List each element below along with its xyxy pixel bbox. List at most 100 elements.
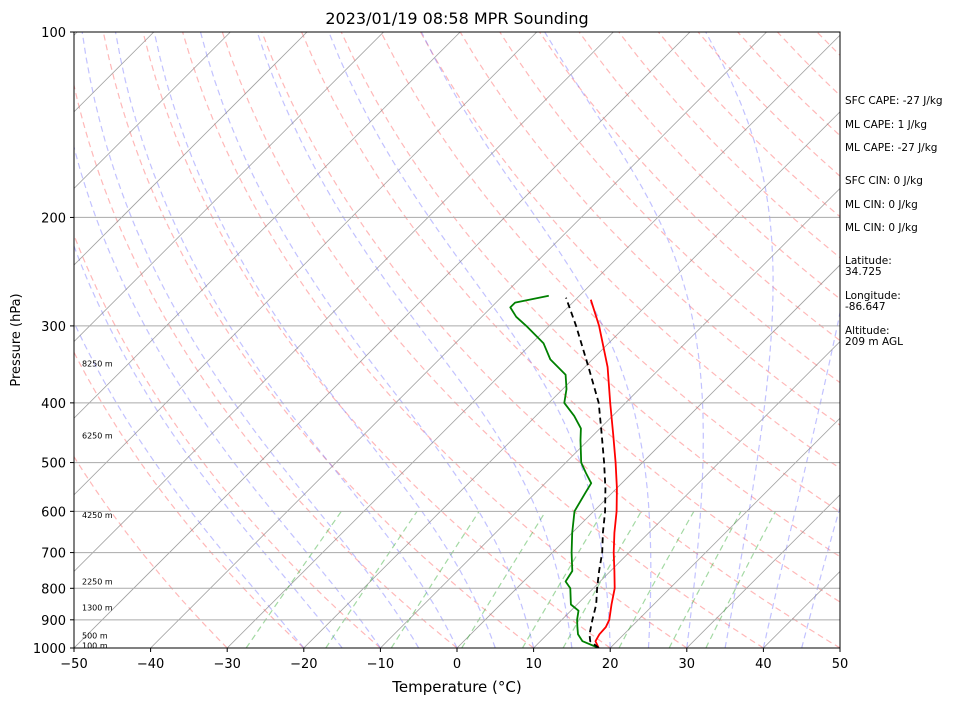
dry-adiabat-line: [74, 233, 381, 648]
height-label: 8250 m: [82, 359, 113, 368]
y-tick-label: 300: [41, 320, 66, 335]
mixing-ratio-line: [245, 510, 342, 648]
mixing-ratio-line: [325, 510, 418, 648]
background-lines: [0, 32, 840, 648]
x-tick-label: 0: [453, 657, 461, 672]
x-axis: −50 −40 −30 −20 −10 0 10 20 30 40 50: [60, 648, 848, 672]
isotherm-line: [380, 187, 840, 648]
sfc-cape-text: SFC CAPE: -27 J/kg: [845, 95, 943, 107]
height-label: 2250 m: [82, 578, 113, 587]
ml-cape-text: ML CAPE: 1 J/kg: [845, 119, 928, 131]
y-tick-label: 400: [41, 397, 66, 412]
moist-adiabat-line: [74, 244, 343, 648]
height-label: 6250 m: [82, 432, 113, 441]
isotherm-line: [74, 32, 231, 189]
longitude-label: Longitude:: [845, 290, 901, 302]
moist-adiabat-line: [74, 144, 381, 648]
isotherm-line: [74, 32, 538, 496]
moist-adiabat-line: [81, 32, 420, 648]
latitude-label: Latitude:: [845, 255, 892, 267]
height-label: 4250 m: [82, 511, 113, 520]
isotherm-line: [74, 32, 308, 266]
dry-adiabat-line: [261, 32, 840, 648]
y-tick-label: 200: [41, 211, 66, 226]
mixing-ratio-line: [461, 510, 547, 648]
longitude-value: -86.647: [845, 301, 886, 313]
x-tick-label: 40: [755, 657, 772, 672]
x-tick-label: 50: [832, 657, 849, 672]
x-tick-label: −20: [290, 657, 317, 672]
isotherm-line: [533, 341, 840, 648]
moist-adiabat-line: [544, 32, 704, 648]
moist-adiabat-line: [420, 32, 652, 648]
dry-adiabat-line: [142, 32, 611, 648]
x-tick-label: −10: [367, 657, 394, 672]
y-axis: 1000 900 800 700 600 500 400 300 200 100: [33, 26, 74, 657]
ml-cin-text: ML CIN: 0 J/kg: [845, 199, 918, 211]
series-line-0: [589, 299, 618, 648]
moist-adiabat-line: [256, 32, 573, 648]
y-tick-label: 600: [41, 505, 66, 520]
isotherm-line: [74, 32, 614, 572]
y-axis-label: Pressure (hPa): [9, 293, 24, 386]
x-tick-label: −40: [137, 657, 164, 672]
altitude-value: 209 m AGL: [845, 336, 903, 348]
isotherm-line: [609, 417, 840, 648]
mixing-ratio-line: [562, 510, 642, 648]
moist-adiabat-line: [153, 32, 496, 648]
x-tick-label: 20: [602, 657, 619, 672]
mixing-ratio-line: [618, 511, 695, 648]
mixing-ratio-line: [668, 511, 742, 648]
dry-adiabat-line: [578, 32, 840, 300]
y-tick-label: 500: [41, 457, 66, 472]
dry-adiabat-line: [74, 351, 305, 648]
y-tick-label: 900: [41, 614, 66, 629]
moist-adiabat-line: [801, 505, 840, 648]
moist-adiabat-line: [199, 32, 535, 648]
ml-cape-text-2: ML CAPE: -27 J/kg: [845, 142, 938, 154]
x-axis-label: Temperature (°C): [391, 678, 521, 696]
dry-adiabat-line: [221, 32, 764, 648]
y-tick-label: 700: [41, 547, 66, 562]
isotherm-line: [74, 32, 384, 343]
dry-adiabat-line: [74, 82, 458, 648]
mixing-ratio-line: [390, 510, 480, 648]
height-label: 100 m: [82, 641, 108, 650]
profile-series: [509, 294, 618, 648]
x-tick-label: −30: [213, 657, 240, 672]
moist-adiabat-line: [114, 32, 458, 648]
chart-title: 2023/01/19 08:58 MPR Sounding: [325, 9, 588, 28]
series-line-2: [565, 297, 607, 648]
isotherm-line: [686, 494, 840, 648]
height-label: 500 m: [82, 632, 108, 641]
moist-adiabat-line: [328, 32, 611, 648]
y-tick-label: 100: [41, 26, 66, 41]
x-tick-label: −50: [60, 657, 87, 672]
height-label: 1300 m: [82, 604, 113, 613]
moist-adiabat-line: [705, 32, 774, 648]
x-tick-label: 30: [679, 657, 696, 672]
isotherm-line: [150, 32, 767, 648]
latitude-value: 34.725: [845, 266, 882, 278]
mixing-ratio-line: [521, 510, 604, 648]
y-tick-label: 800: [41, 582, 66, 597]
isotherm-line: [74, 32, 461, 419]
altitude-label: Altitude:: [845, 325, 890, 337]
isotherm-line: [0, 32, 1, 648]
x-tick-label: 10: [525, 657, 542, 672]
isotherm-line: [303, 111, 840, 648]
series-line-1: [509, 294, 600, 648]
plot-frame: [73, 31, 841, 649]
dry-adiabat-line: [539, 32, 840, 342]
dry-adiabat-line: [102, 32, 534, 648]
isotherm-line: [456, 264, 840, 648]
ml-cin-text-2: ML CIN: 0 J/kg: [845, 222, 918, 234]
mixing-ratio-line: [705, 511, 777, 648]
moist-adiabat-line: [762, 309, 840, 648]
y-tick-label: 1000: [33, 642, 66, 657]
isotherm-line: [74, 32, 691, 648]
dry-adiabat-line: [182, 32, 688, 648]
isotherm-line: [226, 34, 840, 648]
